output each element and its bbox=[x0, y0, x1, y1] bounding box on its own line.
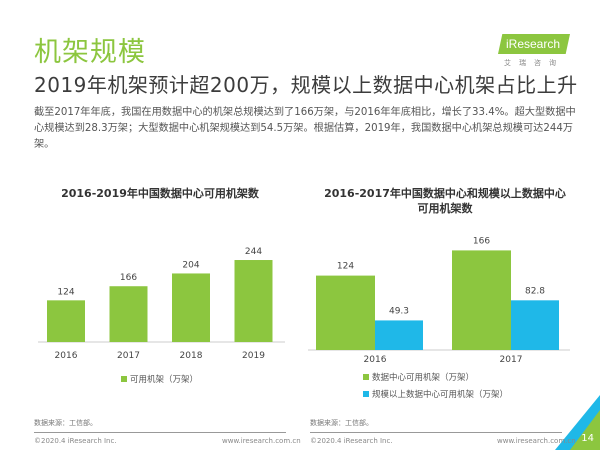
chart1-x-tick: 2019 bbox=[242, 351, 265, 361]
chart1-value-label: 124 bbox=[57, 287, 74, 297]
chart2-value-label: 82.8 bbox=[525, 286, 545, 296]
source-left: 数据来源：工信部。 bbox=[34, 419, 97, 427]
corner-green-decoration bbox=[570, 410, 600, 450]
chart2-bar-2016-s1 bbox=[375, 320, 423, 350]
chart1-bar-2018 bbox=[172, 273, 210, 342]
chart1-value-label: 204 bbox=[182, 260, 199, 270]
chart2-bar-2016-s0 bbox=[316, 275, 375, 350]
chart1-bar-2019 bbox=[234, 260, 273, 342]
chart1-x-tick: 2018 bbox=[180, 351, 203, 361]
chart2-legend-swatch bbox=[363, 391, 369, 397]
chart2-x-tick: 2016 bbox=[364, 355, 387, 365]
chart1-x-tick: 2016 bbox=[55, 351, 78, 361]
chart2-x-tick: 2017 bbox=[500, 355, 523, 365]
page-title: 机架规模 bbox=[34, 37, 146, 68]
chart1-legend-swatch bbox=[121, 376, 127, 382]
page-number: 14 bbox=[581, 433, 594, 444]
copyright-right: ©2020.4 iResearch Inc. bbox=[310, 437, 393, 445]
logo-subtitle: 艾瑞咨询 bbox=[504, 59, 564, 67]
chart2-title-line: 可用机架数 bbox=[418, 201, 474, 215]
footer-divider-right bbox=[310, 432, 562, 433]
body-text: 截至2017年年底，我国在用数据中心的机架总规模达到了166万架，与2016年年… bbox=[34, 107, 576, 150]
url-left: www.iresearch.com.cn bbox=[222, 437, 301, 445]
chart1-legend-label: 可用机架（万架） bbox=[130, 374, 198, 385]
chart2-title-line: 2016-2017年中国数据中心和规模以上数据中心 bbox=[324, 186, 566, 200]
chart2-legend-swatch bbox=[363, 374, 369, 380]
chart1-bar-2016 bbox=[47, 300, 85, 342]
chart2-value-label: 49.3 bbox=[389, 306, 409, 316]
chart1-title: 2016-2019年中国数据中心可用机架数 bbox=[61, 186, 260, 200]
chart1-bar-2017 bbox=[109, 286, 148, 342]
footer-divider-left bbox=[34, 432, 286, 433]
chart1-value-label: 244 bbox=[245, 247, 262, 257]
chart2-value-label: 166 bbox=[473, 236, 490, 246]
chart2-legend-label: 规模以上数据中心可用机架（万架） bbox=[372, 389, 508, 400]
chart2-bar-2017-s1 bbox=[511, 300, 559, 350]
chart2-value-label: 124 bbox=[337, 262, 354, 272]
chart2-legend-label: 数据中心可用机架（万架） bbox=[372, 372, 474, 383]
chart2-bar-2017-s0 bbox=[452, 250, 511, 350]
copyright-left: ©2020.4 iResearch Inc. bbox=[34, 437, 117, 445]
url-right: www.iresearch.com.cn bbox=[497, 437, 576, 445]
chart1-value-label: 166 bbox=[120, 273, 137, 283]
source-right: 数据来源：工信部。 bbox=[310, 419, 373, 427]
chart1-x-tick: 2017 bbox=[117, 351, 140, 361]
page-subtitle: 2019年机架预计超200万，规模以上数据中心机架占比上升 bbox=[34, 73, 578, 97]
iresearch-logo: iResearch bbox=[498, 34, 570, 54]
